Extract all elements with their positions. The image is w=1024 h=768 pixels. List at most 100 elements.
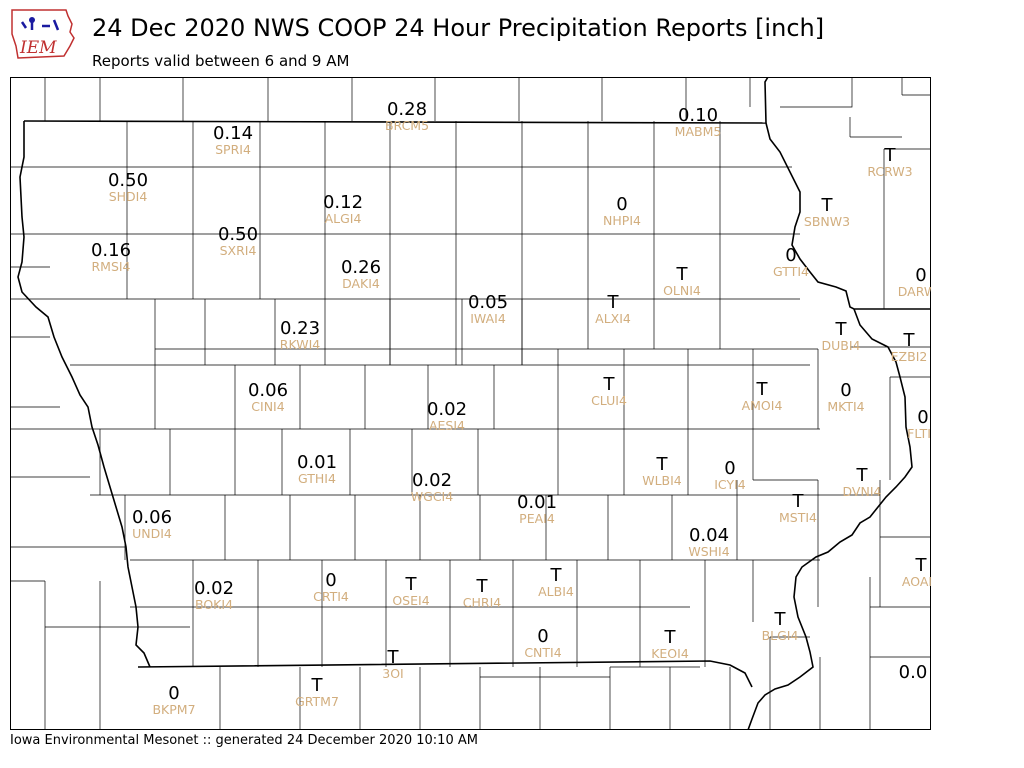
station-id: KEOI4 [651, 646, 689, 661]
station-value: 0.02 [427, 399, 467, 420]
station-value: 0.50 [108, 170, 148, 191]
station-value: T [311, 675, 324, 696]
station-value: 0.28 [387, 99, 427, 120]
station-value: 0.10 [678, 105, 718, 126]
station-id: CLUI4 [591, 393, 627, 408]
station-value: 0 [724, 458, 735, 479]
station-value: T [607, 292, 620, 313]
station-id: SHDI4 [109, 189, 148, 204]
station-value: T [774, 609, 787, 630]
station-id: PEAI4 [519, 511, 555, 526]
station-id: CHRI4 [463, 595, 501, 610]
station-id: OSEI4 [392, 593, 429, 608]
station-id: ICYI4 [714, 477, 746, 492]
station-value: 0 [915, 265, 926, 286]
station-id: CRTI4 [313, 589, 349, 604]
station-id: DARW3 [898, 284, 931, 299]
station-value: 0.06 [248, 380, 288, 401]
station-id: NHPI4 [603, 213, 641, 228]
station-value: 0 [168, 683, 179, 704]
map-title: 24 Dec 2020 NWS COOP 24 Hour Precipitati… [92, 14, 825, 42]
station-id: MSTI4 [779, 510, 817, 525]
station-id: OLNI4 [663, 283, 701, 298]
map-subtitle: Reports valid between 6 and 9 AM [92, 52, 350, 70]
station-value: T [387, 647, 400, 668]
station-id: SPRI4 [215, 142, 251, 157]
station-id: BLGI4 [762, 628, 799, 643]
station-value: 0.16 [91, 240, 131, 261]
logo-text: IEM [19, 38, 57, 58]
station-id: GTTI4 [773, 264, 809, 279]
station-id: WLBI4 [642, 473, 682, 488]
station-id: WGCI4 [411, 489, 453, 504]
station-id: BRCM5 [385, 118, 429, 133]
station-value: 0.12 [323, 192, 363, 213]
station-id: WSHI4 [688, 544, 729, 559]
station-value: T [915, 555, 928, 576]
station-value: T [856, 465, 869, 486]
station-value: 0 [325, 570, 336, 591]
station-value: 0.26 [341, 257, 381, 278]
station-value: 0 [537, 626, 548, 647]
station-id: BOKI4 [195, 597, 233, 612]
station-value: 0.14 [213, 123, 253, 144]
map-frame [10, 77, 931, 730]
station-id: RCRW3 [867, 164, 912, 179]
station-value: T [603, 374, 616, 395]
station-value: 0.06 [132, 507, 172, 528]
station-value: 0.05 [468, 292, 508, 313]
station-value: 0.01 [517, 492, 557, 513]
station-id: SBNW3 [804, 214, 850, 229]
station-value: T [476, 576, 489, 597]
station-value: 0 [616, 194, 627, 215]
station-value: 0 [840, 380, 851, 401]
station-id: RMSI4 [91, 259, 130, 274]
station-id: ALXI4 [595, 311, 631, 326]
station-id: ALGI4 [325, 211, 362, 226]
station-value: T [405, 574, 418, 595]
station-value: T [756, 379, 769, 400]
station-id: RKWI4 [280, 337, 320, 352]
station-id: SXRI4 [220, 243, 257, 258]
footer-credit: Iowa Environmental Mesonet :: generated … [10, 733, 478, 748]
station-id: MABM5 [675, 124, 722, 139]
station-value: T [821, 195, 834, 216]
station-value: T [792, 491, 805, 512]
station-id: AOAI2 [902, 574, 931, 589]
station-value: T [835, 319, 848, 340]
station-value: 0.02 [194, 578, 234, 599]
station-value: 0.23 [280, 318, 320, 339]
station-id: 3OI [382, 666, 403, 681]
station-value: T [656, 454, 669, 475]
station-id: BKPM7 [152, 702, 195, 717]
station-id: AMOI4 [742, 398, 783, 413]
station-value: 0.01 [297, 452, 337, 473]
station-value: 0.50 [218, 224, 258, 245]
station-id: GTHI4 [298, 471, 336, 486]
station-value: 0.04 [689, 525, 729, 546]
station-value: T [884, 145, 897, 166]
station-id: AESI4 [429, 418, 465, 433]
station-id: DVNI4 [843, 484, 882, 499]
station-value: T [903, 330, 916, 351]
station-value: 0 [785, 245, 796, 266]
station-id: ALBI4 [538, 584, 574, 599]
iem-logo-icon: IEM [11, 9, 75, 59]
station-value: 0 [917, 407, 928, 428]
station-value: 0.0 [899, 662, 928, 683]
station-id: CINI4 [251, 399, 284, 414]
station-id: GRTM7 [295, 694, 339, 709]
station-id: IWAI4 [470, 311, 506, 326]
station-value: T [664, 627, 677, 648]
station-id: DUBI4 [822, 338, 861, 353]
station-id: DAKI4 [342, 276, 380, 291]
station-value: T [550, 565, 563, 586]
station-value: T [676, 264, 689, 285]
station-value: 0.02 [412, 470, 452, 491]
station-id: EZBI2 [891, 349, 928, 364]
county-lines [10, 77, 930, 730]
station-id: CNTI4 [524, 645, 561, 660]
station-id: UNDI4 [132, 526, 172, 541]
